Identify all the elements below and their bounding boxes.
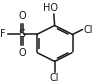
Text: S: S [19, 29, 26, 39]
Text: O: O [18, 48, 26, 58]
Text: O: O [18, 11, 26, 21]
Text: F: F [0, 29, 6, 39]
Text: Cl: Cl [83, 25, 93, 35]
Text: HO: HO [43, 3, 58, 13]
Text: Cl: Cl [50, 73, 59, 83]
